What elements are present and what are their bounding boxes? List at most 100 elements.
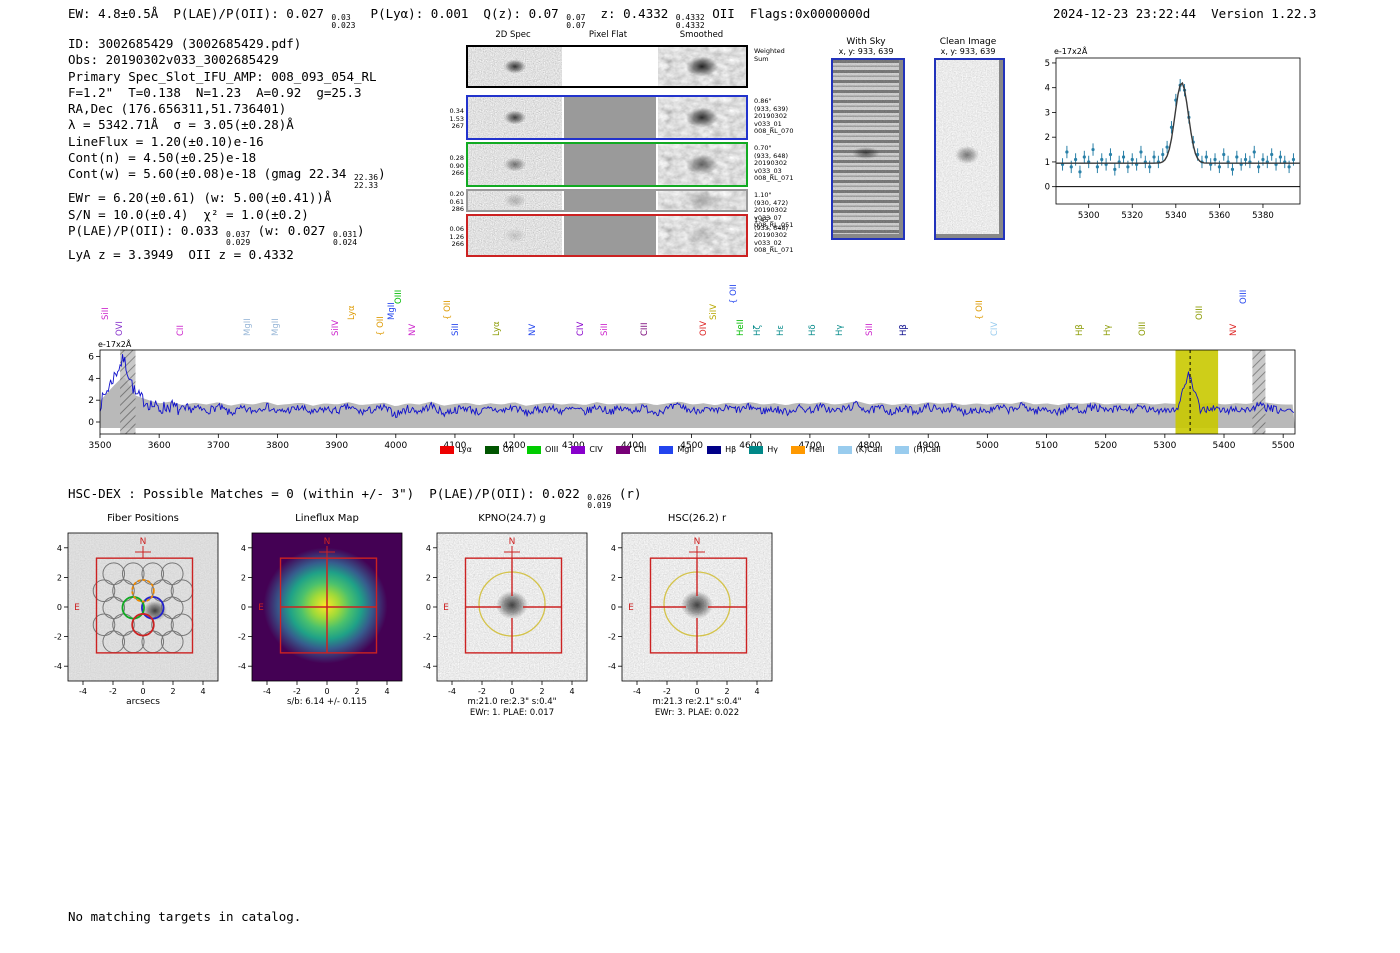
- compass: NE: [74, 537, 151, 613]
- cutout-row: 0.28 0.90 266 0.70" (933, 648) 20190302 v033_0…: [450, 142, 793, 187]
- info-line: EWr = 6.20(±0.61) (w: 5.00(±0.41))Å: [68, 190, 332, 206]
- svg-text:4400: 4400: [621, 441, 644, 451]
- svg-text:2: 2: [724, 687, 729, 696]
- svg-text:4: 4: [611, 544, 616, 553]
- emission-line-label: SiII: [864, 323, 875, 336]
- svg-text:-4: -4: [238, 662, 246, 671]
- legend-item: Hγ: [749, 445, 778, 454]
- legend-swatch: [440, 445, 455, 454]
- emission-line-label: { OII: [975, 300, 985, 320]
- emission-line-label: NV: [1229, 323, 1240, 336]
- cutout-row-right-labels: 1.45" (933, 648) 20190302 v033_02 008_RL_071: [754, 216, 794, 255]
- footer: No matching targets in catalog. Row inte…: [68, 876, 301, 953]
- svg-text:-2: -2: [663, 687, 671, 696]
- legend-item: CIV: [571, 445, 603, 454]
- svg-text:1: 1: [1045, 158, 1050, 168]
- svg-text:-4: -4: [448, 687, 456, 696]
- info-line: RA,Dec (176.656311,51.736401): [68, 101, 287, 117]
- spec2d-cell: [468, 47, 562, 86]
- cutout-row-right-labels: 1.10" (930, 472) 20190302 v033_07 008_RL_051: [754, 191, 794, 230]
- panel-axes: -4 -4 -2 -2 0 0 2 2 4 4: [238, 544, 390, 696]
- svg-text:4: 4: [200, 687, 205, 696]
- info-line: λ = 5342.71Å σ = 3.05(±0.28)Å: [68, 117, 294, 133]
- svg-text:s/b: 6.14 +/- 0.115: s/b: 6.14 +/- 0.115: [287, 697, 367, 707]
- smoothed-cell: [658, 47, 746, 86]
- svg-text:2: 2: [354, 687, 359, 696]
- withsky-image: [831, 58, 905, 240]
- legend-label: OIII: [544, 445, 559, 454]
- pixelflat-cell: [564, 191, 656, 210]
- legend-swatch: [526, 445, 541, 454]
- emission-line-label: Hε: [776, 325, 787, 336]
- header-right: 2024-12-23 23:22:44 Version 1.22.3: [1053, 6, 1316, 21]
- clean-title-text: Clean Image: [939, 37, 997, 47]
- compass: NE: [443, 537, 520, 613]
- sup-sub-value: 22.36 22.33: [353, 173, 379, 191]
- svg-text:2: 2: [241, 573, 246, 582]
- emission-line-label: { OII: [376, 316, 387, 336]
- sup-sub-value: 0.03 0.023: [331, 13, 356, 30]
- emission-line-label: OIV: [699, 320, 710, 336]
- emission-line-label: CIV: [990, 321, 1001, 336]
- svg-text:4: 4: [384, 687, 389, 696]
- cutout-row-left-labels: 0.06 1.26 266: [449, 225, 464, 249]
- svg-text:EWr: 3. PLAE: 0.022: EWr: 3. PLAE: 0.022: [655, 708, 739, 718]
- svg-text:0: 0: [611, 603, 616, 612]
- svg-text:-4: -4: [608, 662, 616, 671]
- hsc-dex-line: HSC-DEX : Possible Matches = 0 (within +…: [68, 486, 642, 510]
- legend-item: OII: [484, 445, 514, 454]
- sup-sub-value: 0.026 0.019: [587, 493, 612, 510]
- svg-text:0: 0: [88, 418, 94, 428]
- legend-swatch: [837, 445, 852, 454]
- svg-text:5340: 5340: [1165, 211, 1187, 221]
- svg-text:EWr: 1. PLAE: 0.017: EWr: 1. PLAE: 0.017: [470, 708, 554, 718]
- svg-text:5100: 5100: [1035, 441, 1058, 451]
- masked-band: [1252, 350, 1266, 434]
- legend-label: (K)CaII: [855, 445, 883, 454]
- svg-text:4800: 4800: [858, 441, 881, 451]
- svg-text:N: N: [509, 537, 516, 547]
- svg-text:4: 4: [88, 374, 94, 384]
- legend-item: MgII: [659, 445, 694, 454]
- legend-label: (H)CaII: [913, 445, 941, 454]
- fit-axes: 0 1 2 3 4 5 5300 5320 5340 5360 5380 e-17x2Å: [1045, 46, 1274, 221]
- svg-text:-4: -4: [423, 662, 431, 671]
- masked-band: [120, 350, 136, 434]
- svg-text:m:21.3 re:2.1" s:0.4": m:21.3 re:2.1" s:0.4": [652, 697, 741, 707]
- emission-line-label: Hγ: [835, 324, 846, 336]
- emission-line-label: MgII: [243, 318, 254, 336]
- svg-text:3900: 3900: [325, 441, 348, 451]
- cutout-row: 0.06 1.26 266 1.45" (933, 648) 20190302 v033_0…: [450, 214, 793, 257]
- cutout-column-title: Pixel Flat: [588, 30, 628, 40]
- legend-swatch: [659, 445, 674, 454]
- legend-label: OII: [502, 445, 514, 454]
- panel-title: KPNO(24.7) g: [478, 513, 546, 524]
- fit-frame: [1055, 57, 1301, 205]
- panel-title: Lineflux Map: [295, 513, 359, 524]
- sup-sub-value: 0.037 0.029: [226, 229, 251, 247]
- fit-gaussian-curve: [1056, 81, 1300, 164]
- withsky-title-text: With Sky: [846, 37, 886, 47]
- svg-text:m:21.0 re:2.3" s:0.4": m:21.0 re:2.3" s:0.4": [467, 697, 556, 707]
- svg-text:3: 3: [1045, 108, 1050, 118]
- emission-line-label: CII: [175, 325, 186, 336]
- full-spectrum-chart: 0246350036003700380039004000410042004300…: [88, 338, 1296, 451]
- svg-text:2: 2: [1045, 133, 1050, 143]
- cutout-row-right-labels: Weighted Sum: [754, 47, 785, 63]
- header-timestamp: 2024-12-23 23:22:44: [1053, 6, 1196, 21]
- svg-text:5000: 5000: [976, 441, 999, 451]
- panel-axes: -4 -4 -2 -2 0 0 2 2 4 4: [423, 544, 575, 696]
- legend-item: HeII: [790, 445, 825, 454]
- cutout-row: 0.34 1.53 267 0.86" (933, 639) 20190302 v033_0…: [450, 95, 793, 140]
- svg-text:4: 4: [426, 544, 431, 553]
- svg-text:6: 6: [88, 353, 94, 363]
- panel-title: HSC(26.2) r: [668, 513, 727, 524]
- emission-line-label: OIII: [394, 289, 405, 304]
- cutout-column-title: Smoothed: [679, 30, 724, 40]
- svg-text:5300: 5300: [1078, 211, 1100, 221]
- svg-text:4000: 4000: [384, 441, 407, 451]
- spec2d-cell: [468, 191, 562, 210]
- emission-line-label: { OII: [728, 284, 739, 304]
